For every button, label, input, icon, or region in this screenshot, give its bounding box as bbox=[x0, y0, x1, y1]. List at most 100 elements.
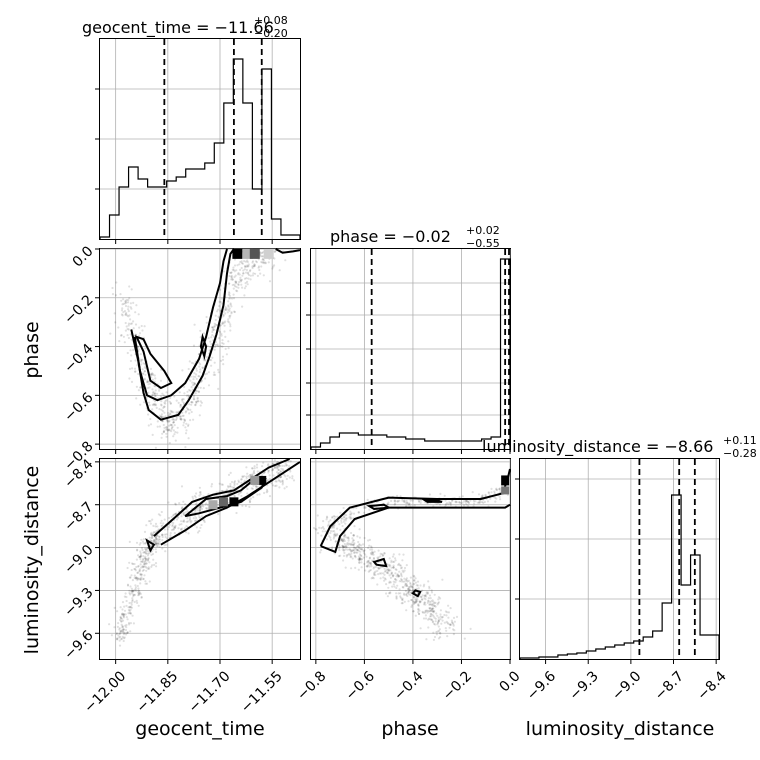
scatter-gd-sample-point bbox=[136, 601, 139, 605]
scatter-pd-sample-point bbox=[459, 502, 462, 505]
scatter-gp-sample-point bbox=[247, 265, 250, 268]
scatter-gp-sample-point bbox=[124, 321, 127, 325]
scatter-pd-sample-point bbox=[436, 623, 439, 626]
scatter-pd-sample-point bbox=[437, 619, 441, 623]
scatter-gp-sample-point bbox=[248, 270, 252, 273]
scatter-gd-sample-point bbox=[227, 473, 231, 476]
scatter-gp-sample-point bbox=[230, 271, 233, 274]
scatter-gd-sample-point bbox=[145, 562, 148, 565]
scatter-gp-sample-point bbox=[160, 400, 163, 403]
scatter-gd-sample-point bbox=[146, 547, 149, 550]
scatter-gp-sample-point bbox=[243, 277, 247, 280]
scatter-gd-sample-point bbox=[154, 522, 158, 526]
scatter-pd-sample-point bbox=[434, 623, 437, 626]
scatter-gp-sample-point bbox=[271, 267, 274, 270]
scatter-pd-sample-point bbox=[417, 587, 420, 590]
scatter-gp-sample-point bbox=[246, 260, 249, 264]
scatter-pd-sample-point bbox=[454, 500, 457, 503]
scatter-gd-sample-point bbox=[125, 595, 128, 599]
scatter-gp-sample-point bbox=[123, 341, 126, 344]
scatter-gp-sample-point bbox=[165, 391, 168, 394]
scatter-pd-sample-point bbox=[352, 539, 355, 542]
scatter-gp-sample-point bbox=[120, 334, 123, 337]
scatter-gp-sample-point bbox=[246, 264, 249, 267]
scatter-pd-sample-point bbox=[322, 520, 325, 523]
scatter-gd-sample-point bbox=[128, 623, 131, 626]
scatter-gp-sample-point bbox=[221, 355, 225, 358]
scatter-pd-sample-point bbox=[441, 619, 444, 622]
scatter-pd-sample-point bbox=[430, 600, 433, 603]
scatter-pd-sample-point bbox=[401, 559, 404, 562]
scatter-pd-sample-point bbox=[388, 580, 391, 583]
scatter-gp-contour bbox=[130, 248, 235, 421]
scatter-gd-sample-point bbox=[153, 531, 156, 534]
scatter-gp-sample-point bbox=[242, 272, 245, 275]
scatter-gd-sample-point bbox=[122, 628, 125, 631]
scatter-gp-sample-point bbox=[218, 337, 221, 340]
scatter-pd-sample-point bbox=[437, 629, 441, 632]
scatter-gd-sample-point bbox=[180, 520, 183, 523]
scatter-gd-sample-point bbox=[124, 628, 128, 632]
scatter-gd-sample-point bbox=[180, 528, 183, 531]
scatter-gd-sample-point bbox=[199, 506, 202, 509]
scatter-gp-sample-point bbox=[197, 390, 200, 393]
scatter-pd-sample-point bbox=[328, 535, 331, 538]
scatter-gd-sample-point bbox=[263, 491, 266, 495]
scatter-gp-sample-point bbox=[230, 276, 234, 279]
scatter-pd-sample-point bbox=[452, 628, 455, 631]
scatter-gp-sample-point bbox=[193, 372, 196, 375]
scatter-pd-sample-point bbox=[356, 545, 359, 548]
scatter-pd-sample-point bbox=[377, 556, 380, 559]
scatter-pd-sample-point bbox=[432, 631, 435, 634]
scatter-gd-sample-point bbox=[248, 499, 251, 502]
scatter-gp-sample-point bbox=[249, 278, 252, 281]
scatter-gd-sample-point bbox=[256, 470, 259, 473]
scatter-pd-sample-point bbox=[428, 587, 431, 590]
scatter-pd-sample-point bbox=[352, 546, 355, 549]
scatter-pd-sample-point bbox=[373, 572, 376, 575]
scatter-gd-sample-point bbox=[256, 485, 259, 488]
scatter-gd-sample-point bbox=[129, 611, 132, 615]
scatter-pd-sample-point bbox=[426, 611, 429, 614]
scatter-pd-sample-point bbox=[429, 609, 432, 612]
scatter-gp-sample-point bbox=[127, 301, 130, 304]
scatter-gd-sample-point bbox=[147, 567, 150, 571]
scatter-gd-sample-point bbox=[183, 520, 186, 523]
scatter-gd-sample-point bbox=[133, 589, 136, 592]
scatter-gp-sample-point bbox=[132, 348, 135, 352]
title-phase: phase = −0.02 bbox=[330, 227, 451, 246]
scatter-gd-sample-point bbox=[263, 471, 266, 475]
scatter-gd-sample-point bbox=[139, 577, 142, 580]
scatter-gd-sample-point bbox=[285, 464, 289, 467]
scatter-pd-sample-point bbox=[395, 596, 398, 599]
scatter-gp-sample-point bbox=[189, 419, 192, 422]
panel-scatter-geocent-phase bbox=[99, 248, 301, 450]
scatter-gp-sample-point bbox=[147, 383, 150, 386]
scatter-pd-sample-point bbox=[401, 569, 404, 572]
scatter-pd-sample-point bbox=[371, 548, 374, 551]
scatter-gd-sample-point bbox=[154, 562, 158, 565]
scatter-pd-sample-point bbox=[400, 566, 403, 569]
scatter-gp-sample-point bbox=[236, 290, 239, 293]
scatter-gp-sample-point bbox=[138, 332, 142, 335]
scatter-gp-sample-point bbox=[193, 398, 196, 401]
scatter-gd-sample-point bbox=[113, 626, 116, 629]
scatter-gd-sample-point bbox=[161, 535, 164, 539]
scatter-gp-sample-point bbox=[151, 394, 154, 397]
scatter-gd-sample-point bbox=[142, 551, 145, 554]
scatter-pd-sample-point bbox=[415, 584, 418, 587]
scatter-pd-sample-point bbox=[350, 550, 353, 553]
scatter-gd-sample-point bbox=[163, 544, 166, 547]
scatter-gp-sample-point bbox=[227, 308, 230, 311]
scatter-gd-sample-point bbox=[172, 513, 176, 516]
scatter-pd-sample-point bbox=[343, 545, 346, 548]
scatter-pd-sample-point bbox=[490, 487, 493, 490]
scatter-pd-sample-point bbox=[449, 502, 452, 505]
scatter-gd-sample-point bbox=[129, 576, 132, 579]
scatter-gd-sample-point bbox=[134, 584, 137, 587]
scatter-gp-sample-point bbox=[232, 293, 235, 296]
scatter-gp-sample-point bbox=[213, 325, 216, 328]
scatter-gd-sample-point bbox=[127, 606, 130, 609]
scatter-gp-sample-point bbox=[168, 424, 171, 427]
scatter-pd-sample-point bbox=[383, 552, 386, 555]
